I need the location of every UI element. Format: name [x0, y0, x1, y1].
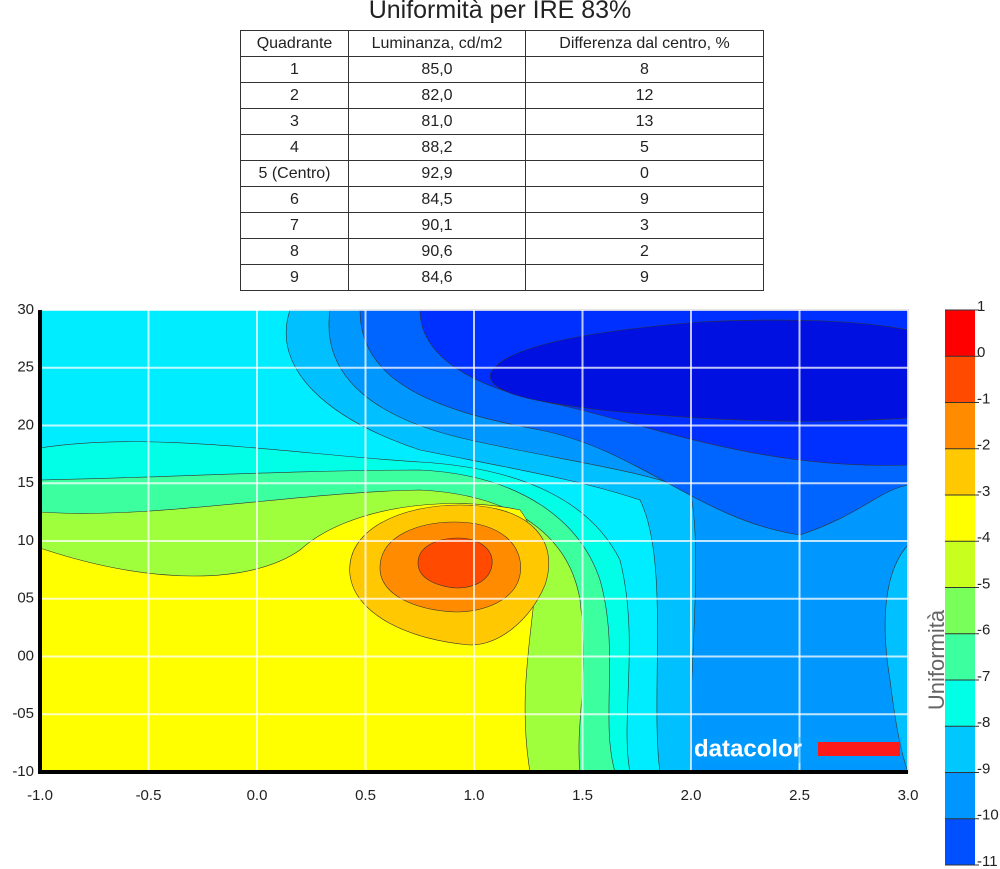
colorbar-tick-label: -3: [977, 483, 990, 500]
colorbar-band: [945, 356, 975, 403]
logo-bar: [818, 742, 900, 756]
colorbar-tick-label: -5: [977, 575, 990, 592]
y-tick-label: 30: [17, 301, 34, 318]
table-row: 3 81,0 13: [240, 108, 764, 135]
x-tick-label: 2.5: [789, 787, 810, 804]
table-cell: 6: [240, 186, 349, 213]
colorbar-tick-label: 1: [977, 298, 985, 315]
y-tick-label: -10: [12, 763, 34, 780]
colorbar-label: Uniformità: [924, 609, 949, 710]
table-row: 9 84,6 9: [240, 264, 764, 291]
table-cell: 88,2: [348, 134, 526, 161]
colorbar-tick-label: -9: [977, 760, 990, 777]
table-cell: 82,0: [348, 82, 526, 109]
colorbar-band: [945, 680, 975, 727]
table-cell: 9: [240, 264, 349, 291]
table-cell: 84,6: [348, 264, 526, 291]
colorbar-band: [945, 772, 975, 819]
table-row: 6 84,5 9: [240, 186, 764, 213]
colorbar-tick-label: -1: [977, 390, 990, 407]
y-tick-label: 20: [17, 416, 34, 433]
table-header: Quadrante Luminanza, cd/m2 Differenza dal …: [240, 30, 764, 57]
x-tick-label: 0.0: [247, 787, 268, 804]
x-tick-label: 2.0: [681, 787, 702, 804]
x-tick-label: 1.5: [572, 787, 593, 804]
table-cell: 5 (Centro): [240, 160, 349, 187]
x-tick-label: -0.5: [136, 787, 162, 804]
colorbar-band: [945, 818, 975, 865]
colorbar-tick-label: -11: [977, 853, 998, 869]
table-row: 2 82,0 12: [240, 82, 764, 109]
y-tick-label: 15: [17, 474, 34, 491]
colorbar-tick-label: -6: [977, 622, 990, 639]
colorbar-tick-label: -7: [977, 668, 990, 685]
y-tick-label: -05: [12, 705, 34, 722]
y-tick-label: 05: [17, 590, 34, 607]
colorbar-band: [945, 726, 975, 773]
contour-band: [417, 537, 493, 589]
table-cell: 9: [525, 186, 764, 213]
colorbar-band: [945, 633, 975, 680]
colorbar-band: [945, 587, 975, 634]
colorbar-band: [945, 448, 975, 495]
colorbar-band: [945, 495, 975, 542]
table-cell: 81,0: [348, 108, 526, 135]
y-tick-label: 10: [17, 532, 34, 549]
table-cell: 9: [525, 264, 764, 291]
table-cell: Luminanza, cd/m2: [348, 30, 526, 57]
colorbar-tick-label: 0: [977, 344, 985, 361]
colorbar-band: [945, 541, 975, 588]
colorbar-band: [945, 310, 975, 357]
x-tick-label: 0.5: [355, 787, 376, 804]
table-cell: 84,5: [348, 186, 526, 213]
colorbar-tick-label: -4: [977, 529, 990, 546]
table-cell: Differenza dal centro, %: [525, 30, 764, 57]
table-cell: 2: [525, 238, 764, 265]
x-tick-label: 1.0: [464, 787, 485, 804]
table-cell: 7: [240, 212, 349, 239]
table-cell: 2: [240, 82, 349, 109]
table-cell: 5: [525, 134, 764, 161]
x-tick-label: -1.0: [27, 787, 53, 804]
table-cell: Quadrante: [240, 30, 349, 57]
y-tick-label: 00: [17, 647, 34, 664]
colorbar-tick-label: -8: [977, 714, 990, 731]
x-tick-label: 3.0: [898, 787, 919, 804]
colorbar-band: [945, 402, 975, 449]
data-table: Quadrante Luminanza, cd/m2 Differenza dal …: [240, 30, 764, 291]
colorbar-tick-label: -2: [977, 437, 990, 454]
chart-title: Uniformità per IRE 83%: [368, 0, 632, 24]
logo: datacolor: [694, 735, 802, 762]
y-tick-label: 25: [17, 359, 34, 376]
colorbar-tick-label: -10: [977, 807, 999, 824]
table-cell: 13: [525, 108, 764, 135]
table-row: 4 88,2 5: [240, 134, 764, 161]
